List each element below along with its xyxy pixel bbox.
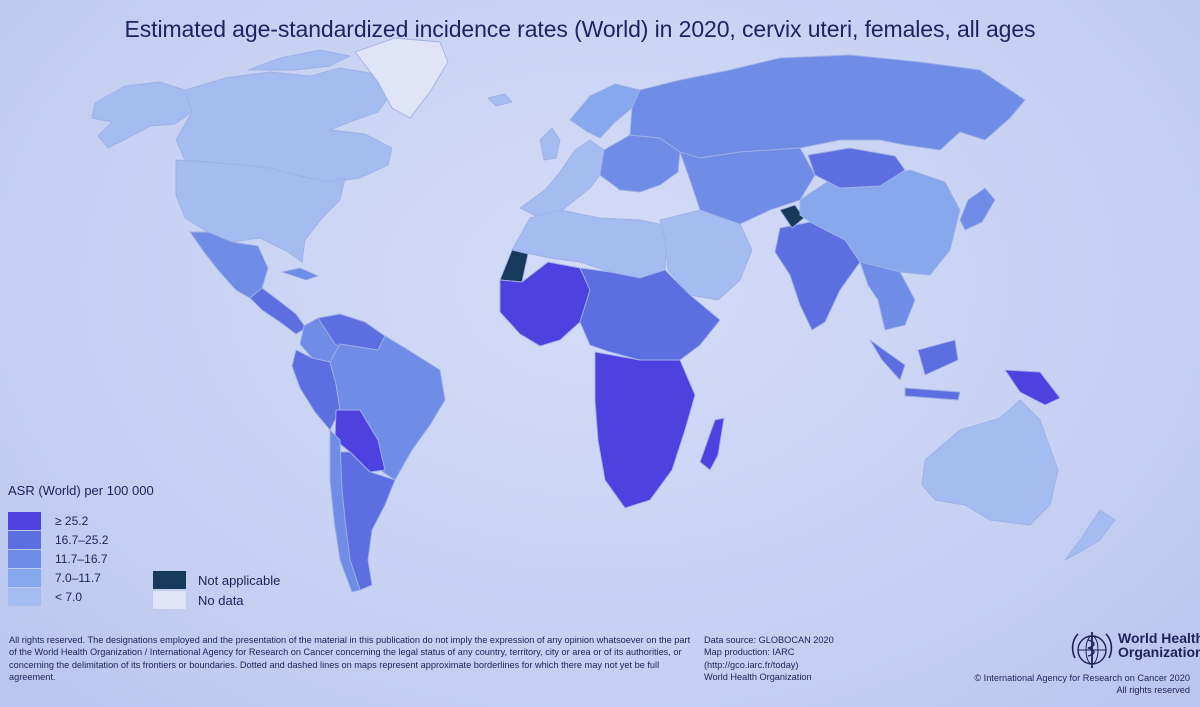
legend-swatch — [8, 550, 41, 568]
region-australia — [921, 399, 1059, 526]
legend-swatch — [8, 512, 41, 530]
legend-item: 11.7–16.7 — [8, 550, 108, 568]
legend-no-data: No data — [153, 591, 244, 609]
region-new-zealand — [1064, 509, 1116, 561]
legend-item: 16.7–25.2 — [8, 531, 108, 549]
legend-label: < 7.0 — [55, 590, 83, 604]
copyright-line1: © International Agency for Research on C… — [974, 673, 1190, 683]
data-source-text: Data source: GLOBOCAN 2020 — [704, 635, 834, 645]
legend-swatch — [8, 588, 41, 606]
legend-swatch — [8, 569, 41, 587]
region-japan — [959, 187, 996, 231]
region-western-sahara — [499, 249, 529, 283]
source-org-text: World Health Organization — [704, 672, 812, 683]
legend-not-applicable: Not applicable — [153, 571, 280, 589]
no-data-label: No data — [198, 592, 244, 608]
region-madagascar — [699, 417, 725, 471]
region-alaska — [91, 81, 193, 149]
region-arctic-islands — [247, 49, 351, 71]
region-uk-ireland — [539, 127, 561, 161]
region-peru — [291, 349, 341, 431]
legend-label: 11.7–16.7 — [55, 552, 108, 566]
region-caribbean — [281, 267, 319, 281]
region-scandinavia — [569, 83, 641, 139]
region-southeast-asia — [859, 261, 916, 331]
legend-label: ≥ 25.2 — [55, 514, 89, 528]
region-mongolia — [807, 147, 906, 189]
region-central-america — [249, 287, 307, 335]
legend-label: 16.7–25.2 — [55, 533, 109, 547]
no-data-swatch — [153, 591, 186, 609]
region-indonesia — [869, 339, 961, 401]
legend-item: ≥ 25.2 — [8, 512, 88, 530]
region-central-asia — [679, 147, 816, 225]
map-production-text: Map production: IARC — [704, 647, 795, 658]
region-usa — [175, 159, 346, 263]
legend-swatch — [8, 531, 41, 549]
region-central-east-africa — [579, 267, 721, 361]
region-southern-africa — [594, 351, 696, 509]
who-logo-text: World Health Organization — [1118, 631, 1200, 659]
region-western-europe — [519, 139, 605, 219]
legend-title: ASR (World) per 100 000 — [8, 483, 154, 498]
region-brazil — [329, 335, 446, 481]
data-source-block: Data source: GLOBOCAN 2020 Map productio… — [704, 634, 904, 684]
disclaimer-text: All rights reserved. The designations em… — [9, 635, 691, 683]
legend-item: 7.0–11.7 — [8, 569, 101, 587]
region-iceland — [487, 93, 513, 107]
region-greenland — [354, 37, 449, 119]
legend-label: 7.0–11.7 — [55, 571, 101, 585]
copyright-line2: All rights reserved — [1116, 685, 1190, 696]
who-emblem-icon — [1071, 632, 1113, 668]
who-name-line2: Organization — [1118, 644, 1200, 660]
map-title: Estimated age-standardized incidence rat… — [124, 16, 1036, 42]
not-applicable-label: Not applicable — [198, 572, 281, 588]
source-url-link[interactable]: (http://gco.iarc.fr/today) — [704, 659, 799, 670]
region-chile — [329, 429, 361, 593]
region-russia — [629, 54, 1026, 159]
who-name-line1: World Health — [1118, 630, 1200, 646]
copyright-block: © International Agency for Research on C… — [974, 672, 1190, 697]
not-applicable-swatch — [153, 571, 186, 589]
region-north-africa — [511, 209, 669, 279]
region-papua-new-guinea — [1004, 369, 1061, 406]
legend-item: < 7.0 — [8, 588, 82, 606]
region-mexico — [189, 231, 269, 299]
